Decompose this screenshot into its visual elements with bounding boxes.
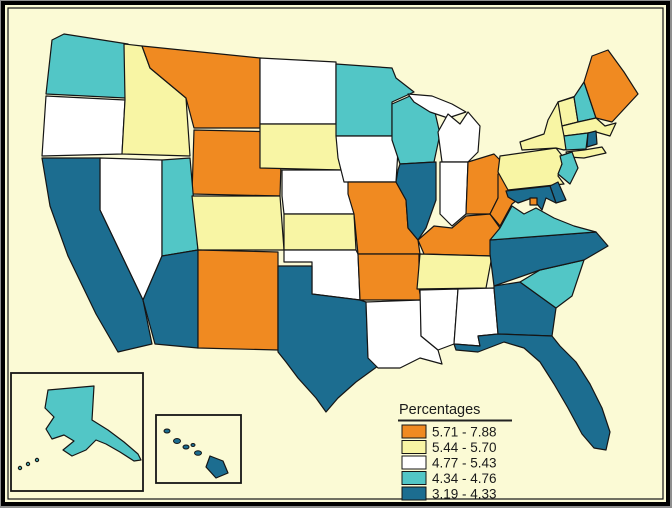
legend-label-3: 4.34 - 4.76 — [432, 471, 497, 486]
hawaii-big-island — [205, 455, 229, 479]
alaska-aleutian-island — [25, 461, 31, 467]
state-new-mexico — [197, 249, 279, 351]
legend-swatch-3 — [401, 471, 427, 485]
state-michigan — [437, 111, 481, 163]
state-iowa — [335, 135, 399, 183]
legend: Percentages 5.71 - 7.88 5.44 - 5.70 4.77… — [398, 402, 512, 502]
inner-border-line — [7, 7, 664, 500]
hawaii-island — [182, 444, 190, 450]
state-maine — [583, 49, 639, 123]
hawaii-inset — [155, 414, 242, 484]
state-colorado — [191, 195, 285, 251]
legend-title: Percentages — [399, 402, 480, 418]
hawaii-island — [173, 438, 181, 444]
hawaii-island — [163, 428, 171, 434]
legend-item: 3.19 - 4.33 — [401, 486, 497, 502]
state-oregon — [41, 95, 126, 157]
state-indiana — [439, 161, 469, 227]
state-illinois — [395, 161, 437, 241]
state-rhode-island — [586, 130, 598, 148]
legend-label-1: 5.44 - 5.70 — [432, 440, 497, 455]
state-pennsylvania — [497, 147, 565, 191]
state-florida — [453, 333, 611, 451]
legend-item: 4.77 - 5.43 — [401, 455, 497, 471]
state-kansas — [283, 213, 357, 251]
state-tennessee — [416, 253, 493, 290]
state-district-of-columbia — [529, 197, 538, 206]
legend-swatch-0 — [401, 424, 427, 439]
state-california — [41, 157, 153, 353]
state-new-jersey — [557, 151, 579, 185]
state-north-dakota — [259, 57, 337, 125]
legend-label-0: 5.71 - 7.88 — [432, 425, 497, 440]
state-washington — [45, 33, 129, 99]
state-texas — [277, 265, 379, 413]
hawaii-island — [194, 450, 202, 456]
alaska-inset — [10, 372, 144, 492]
alaska-aleutian-island — [17, 465, 23, 471]
states-layer — [41, 33, 639, 451]
state-arkansas — [357, 253, 422, 301]
state-north-carolina — [489, 231, 609, 287]
legend-label-2: 4.77 - 5.43 — [432, 456, 497, 471]
state-mississippi — [419, 288, 459, 351]
legend-item: 4.34 - 4.76 — [401, 471, 497, 486]
legend-swatch-1 — [401, 440, 427, 454]
state-south-dakota — [259, 123, 343, 171]
state-virginia — [489, 205, 597, 241]
state-south-carolina — [519, 259, 585, 309]
legend-swatch-4 — [401, 486, 427, 501]
hawaii-island — [190, 443, 196, 447]
state-arizona — [142, 249, 199, 349]
state-michigan-upper-peninsula — [407, 93, 467, 119]
legend-item: 5.71 - 7.88 — [401, 424, 497, 440]
legend-item: 5.44 - 5.70 — [401, 440, 497, 455]
state-connecticut — [563, 132, 589, 151]
alaska-aleutian-island — [34, 457, 40, 463]
state-alaska — [44, 385, 142, 462]
legend-swatch-2 — [401, 455, 427, 470]
legend-label-4: 3.19 - 4.33 — [432, 487, 497, 502]
